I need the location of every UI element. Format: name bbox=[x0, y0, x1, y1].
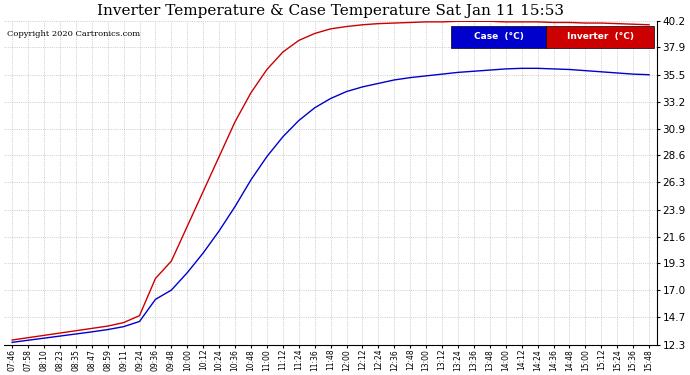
Title: Inverter Temperature & Case Temperature Sat Jan 11 15:53: Inverter Temperature & Case Temperature … bbox=[97, 4, 564, 18]
FancyBboxPatch shape bbox=[451, 26, 546, 48]
Text: Copyright 2020 Cartronics.com: Copyright 2020 Cartronics.com bbox=[8, 30, 141, 39]
FancyBboxPatch shape bbox=[546, 26, 653, 48]
Text: Inverter  (°C): Inverter (°C) bbox=[566, 32, 633, 41]
Text: Case  (°C): Case (°C) bbox=[474, 32, 524, 41]
